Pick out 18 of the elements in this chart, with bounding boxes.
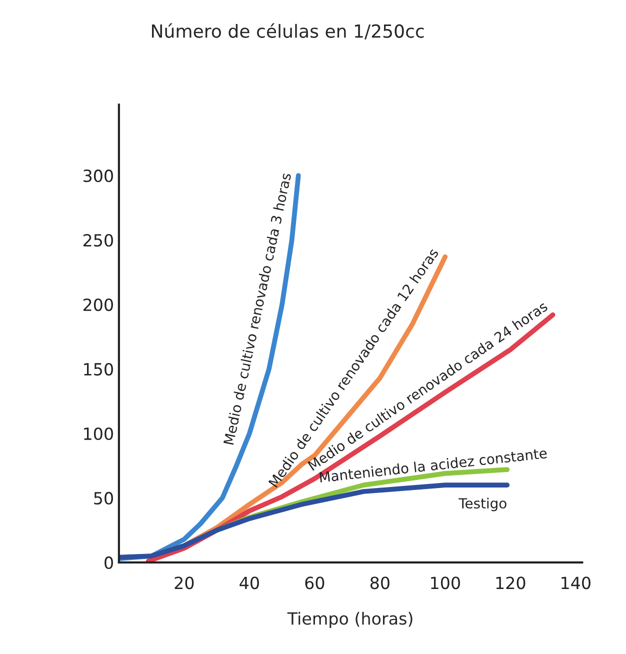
- y-tick-label: 150: [84, 362, 113, 376]
- x-axis-title: Tiempo (horas): [287, 612, 412, 628]
- x-tick-label: 140: [562, 576, 590, 590]
- x-tick-label: 40: [240, 576, 259, 590]
- x-tick-label: 120: [496, 576, 526, 590]
- x-tick-label: 60: [305, 576, 324, 590]
- y-tick-label: 200: [83, 298, 113, 312]
- x-tick-label: 80: [370, 576, 390, 590]
- text: Medio de cultivo renovado cada 3 horas: [223, 172, 292, 445]
- x-tick-label: 20: [174, 576, 194, 590]
- x-tick-label: 100: [431, 576, 460, 590]
- series-label: Testigo: [458, 498, 506, 512]
- y-tick-label: 100: [84, 427, 113, 440]
- y-tick-label: 250: [83, 234, 113, 247]
- y-tick-label: 0: [104, 556, 113, 570]
- chart-title: Número de células en 1/250cc: [152, 23, 424, 40]
- y-tick-label: 300: [84, 170, 113, 182]
- y-tick-label: 50: [94, 492, 113, 505]
